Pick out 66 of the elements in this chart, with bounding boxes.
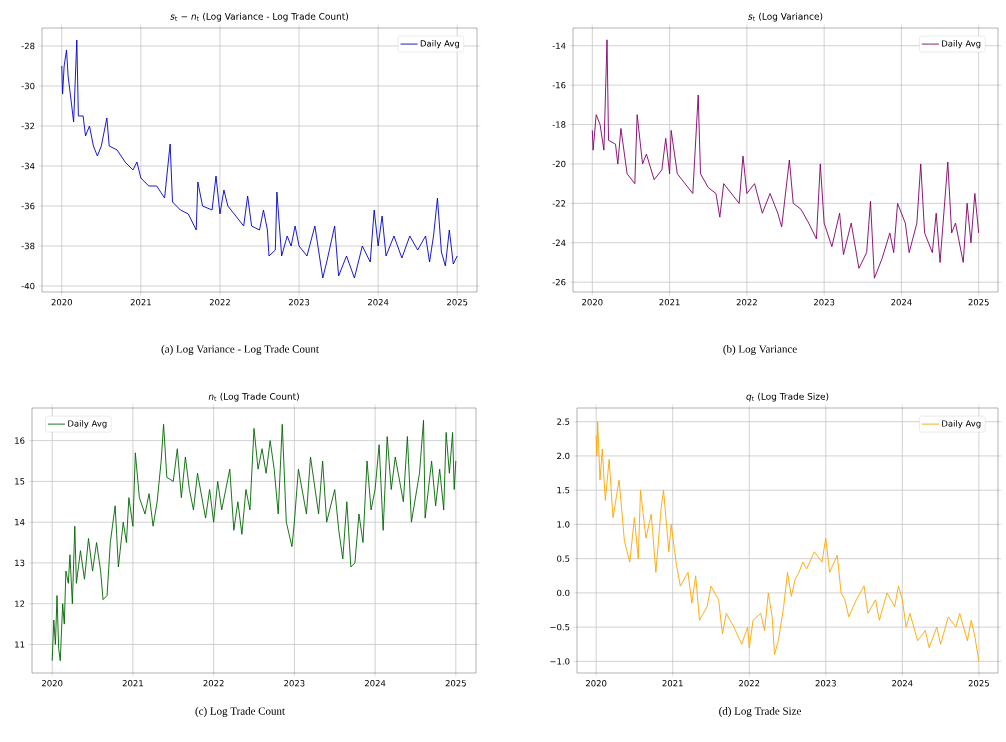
legend-label: Daily Avg [942,40,981,49]
chart-title: s$_{t}$ − n$_{t}$ (Log Variance - Log Trade Count) [170,12,349,22]
legend-label: Daily Avg [68,420,107,429]
x-tick-label: 2023 [815,680,836,687]
x-tick-label: 2022 [209,299,230,306]
x-tick-label: 2025 [445,680,466,687]
x-tick-label: 2021 [130,299,151,306]
line-series [51,419,457,662]
x-tick-label: 2023 [813,299,835,306]
x-tick-label: 2021 [662,680,683,687]
x-tick-label: 2023 [288,299,310,306]
x-tick-label: 2020 [42,680,63,687]
chart-title: q$_{t}$ (Log Trade Size) [746,392,829,402]
x-tick-label: 2024 [891,299,912,306]
y-tick-label: 16 [15,437,25,444]
chart-title: n$_{t}$ (Log Trade Count) [208,392,299,402]
text: (d) Log Trade Size [719,707,801,717]
line-series [61,39,458,279]
y-tick-label: 2.5 [557,418,570,425]
x-tick-label: 2024 [367,299,389,306]
text: (b) Log Variance [723,345,797,355]
y-tick-label: 1.0 [557,521,570,528]
y-tick-label: -14 [552,42,566,49]
y-tick-label: 2.0 [557,452,570,460]
y-tick-label: -30 [21,82,35,90]
x-tick-label: 2021 [659,299,680,306]
y-tick-label: 12 [15,600,25,607]
y-tick-label: -20 [552,160,566,168]
y-tick-label: 11 [15,641,25,648]
legend-label: Daily Avg [420,40,460,49]
x-tick-label: 2020 [51,299,72,306]
x-tick-label: 2023 [284,680,305,687]
x-tick-label: 2025 [968,299,989,306]
y-tick-label: 13 [15,559,25,567]
x-tick-label: 2020 [585,680,607,687]
text: (a) Log Variance - Log Trade Count [161,345,319,355]
y-tick-label: -26 [552,278,566,286]
y-tick-label: 15 [15,478,25,485]
y-tick-label: -22 [552,200,566,207]
x-tick-label: 2022 [203,680,224,687]
x-tick-label: 2024 [892,680,913,687]
x-tick-label: 2020 [582,299,603,306]
y-tick-label: -24 [552,239,566,246]
y-tick-label: 14 [15,519,25,526]
chart-title: s$_{t}$ (Log Variance) [748,12,823,22]
y-tick-label: -38 [21,242,35,250]
x-tick-label: 2025 [968,680,989,687]
y-tick-label: -28 [21,42,35,50]
y-tick-label: -36 [21,202,35,210]
legend-label: Daily Avg [942,420,981,429]
y-tick-label: 1.5 [557,487,570,494]
y-tick-label: -16 [552,81,566,89]
x-tick-label: 2022 [739,680,760,687]
y-tick-label: −1.0 [550,658,570,665]
y-tick-label: −0.5 [550,623,570,631]
y-tick-label: 0.5 [557,555,570,562]
y-tick-label: -34 [21,162,35,170]
text: (c) Log Trade Count [195,707,285,717]
x-tick-label: 2025 [447,299,468,306]
y-tick-label: -32 [21,122,35,130]
x-tick-label: 2022 [736,299,757,306]
y-tick-label: -40 [21,282,35,290]
y-tick-label: -18 [552,121,566,128]
y-tick-label: 0.0 [557,589,570,597]
x-tick-label: 2024 [364,680,386,687]
x-tick-label: 2021 [122,680,143,687]
